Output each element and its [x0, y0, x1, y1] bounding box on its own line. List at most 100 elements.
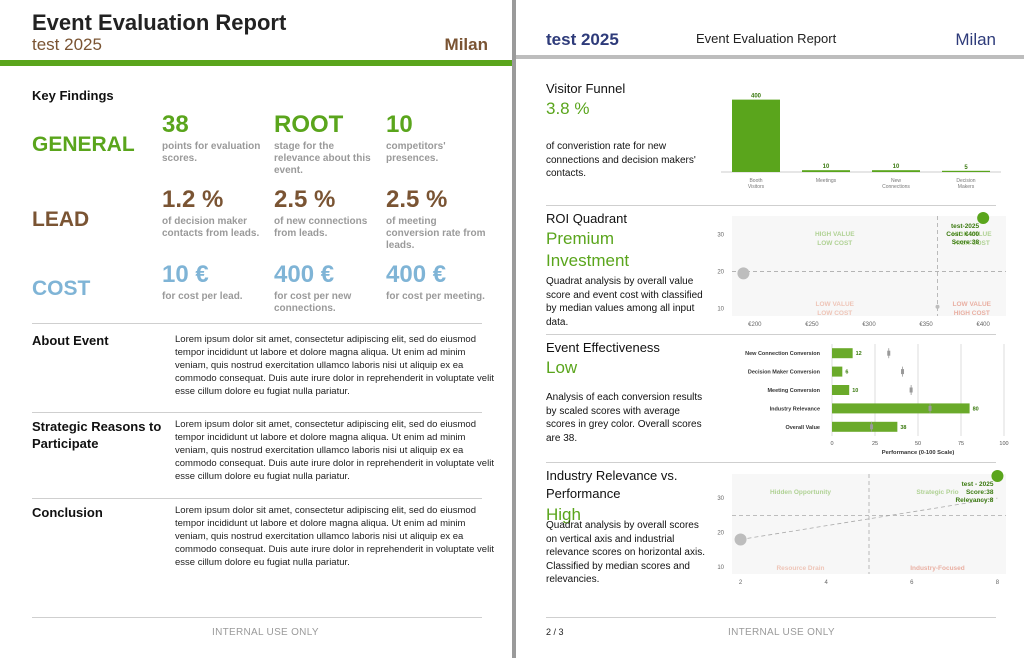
metric-value: 38	[162, 111, 189, 138]
metric-decision-maker-rate: 1.2 % of decision maker contacts from le…	[162, 187, 266, 240]
quadrant-label-top-right: HIGH VALUE	[952, 231, 992, 238]
x-tick-label: 75	[958, 441, 964, 447]
footer-internal-use: INTERNAL USE ONLY	[212, 627, 319, 638]
point-label: test-2025	[951, 223, 980, 230]
quadrant-label-top-left: Hidden Opportunity	[770, 489, 831, 496]
metric-new-connection-rate: 2.5 % of new connections from leads.	[274, 187, 378, 240]
quadrant-label-bottom-left: LOW VALUE	[815, 301, 854, 308]
x-tick-label: 4	[825, 580, 829, 586]
metric-value: 10	[386, 111, 413, 138]
average-marker	[928, 405, 932, 411]
page-number: 2 / 3	[546, 627, 564, 637]
x-tick-label: €200	[748, 322, 762, 328]
footer-internal-use: INTERNAL USE ONLY	[728, 627, 835, 638]
metric-competitors: 10 competitors' presences.	[386, 112, 490, 165]
x-tick-label: 6	[910, 580, 914, 586]
divider	[546, 462, 996, 463]
funnel-category-label: Makers	[958, 184, 975, 190]
funnel-bar	[872, 170, 920, 172]
performance-bar	[832, 385, 850, 395]
point-label: Score:38	[966, 489, 994, 496]
event-city: Milan	[955, 30, 996, 49]
average-marker	[909, 387, 913, 393]
category-label: Decision Maker Conversion	[748, 370, 821, 376]
performance-bar	[832, 348, 853, 359]
funnel-category-label: Decision	[956, 178, 975, 184]
header-accent-bar	[516, 55, 1024, 59]
category-label: Overall Value	[785, 425, 820, 431]
metric-description: of meeting conversion rate from leads.	[386, 216, 486, 251]
section-strategic-reasons-body: Lorem ipsum dolor sit amet, consectetur …	[175, 419, 494, 482]
performance-value-label: 6	[845, 370, 848, 376]
y-tick-label: 10	[717, 565, 724, 571]
section-strategic-reasons-heading: Strategic Reasons to Participate	[32, 419, 162, 451]
effectiveness-description: Analysis of each conversion results by s…	[546, 392, 703, 444]
average-marker	[887, 350, 891, 356]
quadrant-label-bottom-left: LOW COST	[817, 310, 852, 317]
performance-bar	[832, 403, 970, 414]
metric-value: 400 €	[386, 261, 447, 288]
funnel-data-label: 400	[751, 94, 762, 100]
performance-bar	[832, 421, 898, 432]
effectiveness-value: Low	[546, 358, 578, 377]
funnel-category-label: New	[891, 178, 901, 184]
quadrant-label-bottom-right: Industry-Focused	[910, 565, 965, 572]
metric-value: ROOT	[274, 111, 344, 138]
category-label: Meeting Conversion	[767, 388, 820, 394]
report-title: Event Evaluation Report	[32, 10, 287, 35]
event-name: test 2025	[32, 35, 102, 54]
roi-description: Quadrat analysis by overall value score …	[546, 276, 703, 328]
event-name: test 2025	[546, 30, 619, 49]
plot-area	[732, 216, 1006, 316]
category-lead-label: LEAD	[32, 208, 90, 231]
section-about-event-heading: About Event	[32, 333, 109, 348]
y-tick-label: 30	[717, 496, 724, 502]
metric-description: for cost per lead.	[162, 291, 243, 302]
highlight-point	[991, 470, 1004, 482]
funnel-category-label: Connections	[882, 184, 910, 190]
category-label: Industry Relevance	[770, 406, 820, 412]
funnel-data-label: 10	[823, 164, 830, 170]
x-tick-label: 50	[915, 441, 921, 447]
quadrant-label-top-right: Strategic Prio	[916, 489, 958, 496]
roi-title: ROI Quadrant	[546, 211, 627, 226]
metric-description: competitors' presences.	[386, 141, 446, 164]
metric-value: 2.5 %	[386, 186, 448, 213]
point-label: Relevancy:8	[955, 497, 993, 504]
metric-description: of decision maker contacts from leads.	[162, 216, 260, 239]
metric-value: 2.5 %	[274, 186, 336, 213]
average-marker	[870, 424, 874, 430]
quadrant-label-bottom-left: Resource Drain	[776, 565, 824, 572]
quadrant-label-top-right: HIGH COST	[954, 240, 990, 247]
reference-point	[935, 304, 940, 309]
divider	[546, 334, 996, 335]
roi-value: Premium Investment	[546, 229, 630, 270]
metric-description: stage for the relevance about this event…	[274, 141, 371, 176]
quadrant-label-top-left: LOW COST	[817, 240, 852, 247]
quadrant-label-top-left: HIGH VALUE	[815, 231, 855, 238]
x-tick-label: 100	[999, 441, 1008, 447]
funnel-data-label: 10	[893, 164, 900, 170]
x-tick-label: €400	[976, 322, 990, 328]
quadrant-label-bottom-right: LOW VALUE	[952, 301, 991, 308]
funnel-bar	[732, 99, 780, 172]
funnel-bar	[942, 170, 990, 172]
category-cost-label: COST	[32, 277, 91, 300]
metric-value: 400 €	[274, 261, 335, 288]
section-conclusion-body: Lorem ipsum dolor sit amet, consectetur …	[175, 505, 494, 568]
x-tick-label: €250	[805, 322, 819, 328]
metric-cost-per-meeting: 400 € for cost per meeting.	[386, 262, 490, 303]
funnel-bar	[802, 170, 850, 172]
event-effectiveness-chart: 0 25 50 75 100 New Connection Conversion 12 Dec…	[745, 344, 1009, 456]
metric-description: points for evaluation scores.	[162, 141, 261, 164]
report-page-2: test 2025 Event Evaluation Report Milan …	[516, 0, 1024, 658]
reference-point	[737, 267, 750, 280]
point-label: Score:38	[952, 239, 980, 246]
divider	[32, 617, 482, 618]
metric-meeting-rate: 2.5 % of meeting conversion rate from le…	[386, 187, 490, 252]
point-label: Cost: €400	[946, 231, 979, 238]
performance-value-label: 12	[856, 351, 862, 357]
metric-cost-per-connection: 400 € for cost per new connections.	[274, 262, 378, 315]
x-tick-label: 25	[872, 441, 878, 447]
